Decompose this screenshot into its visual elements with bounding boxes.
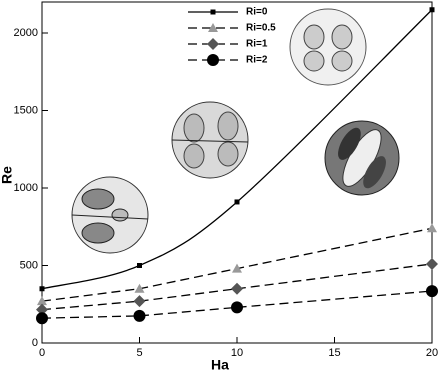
series-line	[41, 290, 433, 319]
series-line	[41, 227, 433, 302]
marker	[37, 296, 47, 306]
marker	[39, 286, 45, 292]
y-tick-label: 1000	[14, 182, 38, 194]
marker	[137, 263, 142, 268]
y-axis-label: Re	[0, 166, 15, 184]
series-line	[41, 9, 433, 290]
marker	[426, 285, 438, 298]
legend-marker	[208, 23, 218, 32]
marker	[427, 223, 437, 233]
x-tick-label: 10	[231, 347, 243, 359]
legend-label: Ri=2	[246, 55, 268, 66]
x-tick-label: 20	[426, 347, 438, 359]
marker	[232, 263, 242, 273]
legend-marker	[207, 54, 219, 66]
x-axis-label: Ha	[211, 357, 229, 373]
flow-insets	[71, 8, 400, 254]
y-tick-label: 500	[20, 259, 38, 271]
marker	[429, 7, 435, 13]
y-tick-label: 1500	[14, 104, 38, 116]
legend-marker	[207, 38, 219, 50]
marker	[231, 282, 243, 295]
y-tick-label: 0	[32, 337, 38, 349]
marker	[231, 301, 243, 314]
marker	[36, 303, 48, 316]
x-tick-label: 0	[39, 347, 45, 359]
series-line	[41, 263, 433, 311]
marker	[133, 309, 146, 322]
legend-label: Ri=0	[246, 7, 268, 18]
legend-marker	[210, 9, 216, 15]
marker	[134, 283, 145, 293]
x-tick-label: 15	[328, 347, 340, 359]
marker	[426, 257, 438, 270]
legend-label: Ri=0.5	[246, 23, 276, 34]
x-tick-label: 5	[136, 347, 142, 359]
y-tick-label: 2000	[14, 27, 38, 39]
legend-label: Ri=1	[246, 39, 268, 50]
marker	[36, 312, 48, 325]
marker	[234, 199, 240, 205]
marker	[133, 295, 146, 308]
